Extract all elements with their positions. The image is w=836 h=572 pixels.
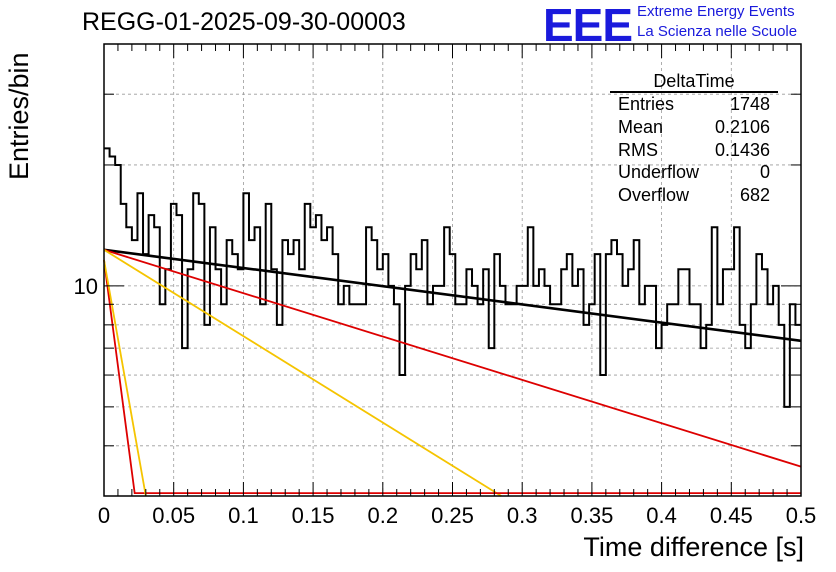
y-tick-label: 10 [74, 274, 98, 299]
histogram-bars [104, 147, 801, 408]
stat-row-underflow: Underflow 0 [610, 161, 778, 184]
stat-value: 0 [759, 162, 770, 183]
x-tick-label: 0.25 [431, 503, 474, 528]
y-tick-labels: 10 [74, 274, 98, 299]
stat-row-mean: Mean 0.2106 [610, 116, 778, 139]
stat-row-entries: Entries 1748 [610, 93, 778, 116]
logo-caption-line1: Extreme Energy Events [637, 3, 795, 20]
x-tick-label: 0.1 [228, 503, 259, 528]
x-tick-labels: 0 0.05 0.1 0.15 0.2 0.25 0.3 0.35 0.4 0.45 0.5 [98, 503, 816, 528]
histogram-step-line [104, 147, 801, 408]
x-tick-label: 0.15 [292, 503, 335, 528]
stat-value: 0.1436 [714, 139, 770, 160]
stat-label: Mean [618, 116, 664, 137]
fit-curves [103, 248, 802, 497]
stat-label: Entries [618, 94, 675, 114]
stat-label: Overflow [618, 185, 690, 206]
stat-row-rms: RMS 0.1436 [610, 139, 778, 162]
x-axis-label: Time difference [s] [583, 532, 804, 562]
stat-value: 1748 [729, 94, 770, 114]
x-tick-label: 0.35 [570, 503, 613, 528]
x-tick-label: 0.4 [646, 503, 677, 528]
x-tick-label: 0.05 [152, 503, 195, 528]
stats-title: DeltaTime [610, 71, 778, 93]
curve-red-fast [103, 259, 801, 495]
curve-fit [103, 248, 802, 343]
x-tick-label: 0.2 [368, 503, 399, 528]
stats-box: DeltaTime Entries 1748 Mean 0.2106 RMS 0… [610, 71, 778, 207]
chart-title: REGG-01-2025-09-30-00003 [82, 8, 406, 36]
y-axis-label: Entries/bin [4, 52, 34, 180]
x-tick-label: 0 [98, 503, 110, 528]
stat-row-overflow: Overflow 682 [610, 184, 778, 207]
stat-label: Underflow [618, 162, 700, 183]
logo-caption-line2: La Scienza nelle Scuole [637, 23, 798, 40]
stat-value: 682 [739, 185, 770, 206]
curve-red-slow [103, 248, 802, 468]
x-tick-label: 0.5 [786, 503, 817, 528]
x-tick-label: 0.45 [710, 503, 753, 528]
curve-yellow-slow [103, 249, 502, 497]
stat-label: RMS [618, 139, 658, 160]
axis-ticks [103, 43, 802, 497]
curve-yellow-fast [103, 259, 147, 497]
stat-value: 0.2106 [714, 116, 770, 137]
x-tick-label: 0.3 [507, 503, 538, 528]
eee-logo: EEE [543, 0, 633, 51]
